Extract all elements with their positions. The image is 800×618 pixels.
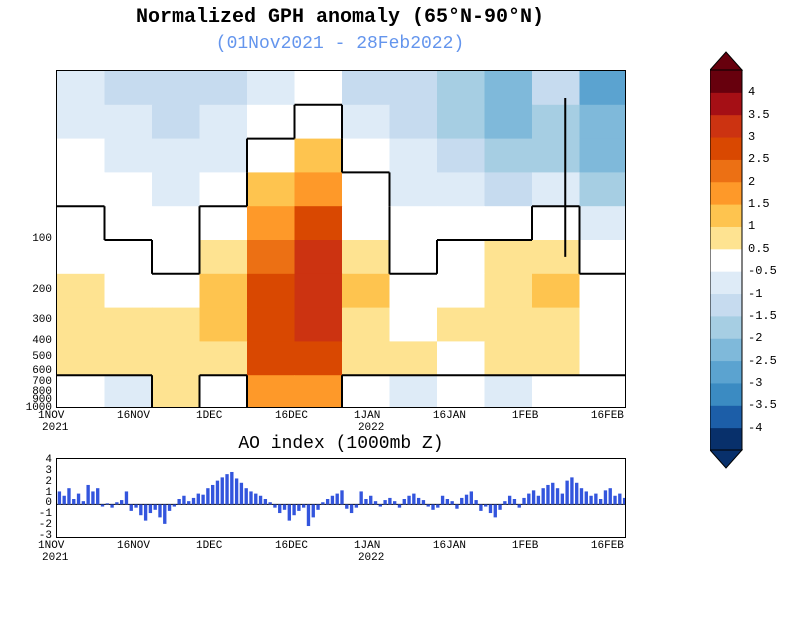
y-tick: 400 bbox=[22, 335, 52, 347]
x-tick: 16DEC bbox=[275, 410, 308, 422]
y-tick: 300 bbox=[22, 314, 52, 326]
ao-x-tick: 16FEB bbox=[591, 540, 624, 552]
colorbar-tick: 3.5 bbox=[748, 108, 770, 122]
colorbar-tick: 0.5 bbox=[748, 242, 770, 256]
x-tick: 16JAN bbox=[433, 410, 466, 422]
colorbar-tick: -4 bbox=[748, 421, 762, 435]
ao-x-tick: 1DEC bbox=[196, 540, 222, 552]
colorbar-tick: 2 bbox=[748, 175, 755, 189]
colorbar-tick: 2.5 bbox=[748, 152, 770, 166]
ao-x-tick: 16JAN bbox=[433, 540, 466, 552]
colorbar-tick: 1 bbox=[748, 219, 755, 233]
ao-x-tick: 1JAN bbox=[354, 540, 380, 552]
x-tick: 16FEB bbox=[591, 410, 624, 422]
ao-x-tick-year: 2021 bbox=[42, 552, 68, 564]
ao-title: AO index (1000mb Z) bbox=[56, 434, 626, 454]
x-tick: 1FEB bbox=[512, 410, 538, 422]
colorbar-tick: -0.5 bbox=[748, 264, 777, 278]
x-tick: 16NOV bbox=[117, 410, 150, 422]
x-tick: 1JAN bbox=[354, 410, 380, 422]
colorbar-tick: 1.5 bbox=[748, 197, 770, 211]
ao-y-tick: 1 bbox=[34, 487, 52, 499]
x-tick: 1DEC bbox=[196, 410, 222, 422]
main-title: Normalized GPH anomaly (65°N-90°N) bbox=[0, 6, 680, 29]
x-tick-year: 2021 bbox=[42, 422, 68, 434]
ao-x-tick-year: 2022 bbox=[358, 552, 384, 564]
subtitle: (01Nov2021 - 28Feb2022) bbox=[0, 34, 680, 54]
colorbar-tick: -3 bbox=[748, 376, 762, 390]
x-tick-year: 2022 bbox=[358, 422, 384, 434]
colorbar-tick: -2.5 bbox=[748, 354, 777, 368]
ao-y-tick: -1 bbox=[34, 508, 52, 520]
y-tick: 600 bbox=[22, 365, 52, 377]
ao-y-tick: 4 bbox=[34, 454, 52, 466]
ao-x-tick: 16DEC bbox=[275, 540, 308, 552]
colorbar-tick: 3 bbox=[748, 130, 755, 144]
y-tick: 100 bbox=[22, 233, 52, 245]
ao-y-tick: -2 bbox=[34, 519, 52, 531]
x-tick: 1NOV bbox=[38, 410, 64, 422]
colorbar-tick: 4 bbox=[748, 85, 755, 99]
ao-y-tick: 0 bbox=[34, 497, 52, 509]
ao-y-tick: 3 bbox=[34, 465, 52, 477]
colorbar-tick: -1.5 bbox=[748, 309, 777, 323]
y-tick: 200 bbox=[22, 284, 52, 296]
ao-x-tick: 16NOV bbox=[117, 540, 150, 552]
colorbar-tick: -3.5 bbox=[748, 398, 777, 412]
ao-y-tick: 2 bbox=[34, 476, 52, 488]
gph-anomaly-chart bbox=[56, 70, 626, 408]
ao-x-tick: 1FEB bbox=[512, 540, 538, 552]
colorbar-tick: -1 bbox=[748, 287, 762, 301]
y-tick: 500 bbox=[22, 351, 52, 363]
colorbar-tick: -2 bbox=[748, 331, 762, 345]
ao-index-chart bbox=[56, 458, 626, 538]
ao-x-tick: 1NOV bbox=[38, 540, 64, 552]
